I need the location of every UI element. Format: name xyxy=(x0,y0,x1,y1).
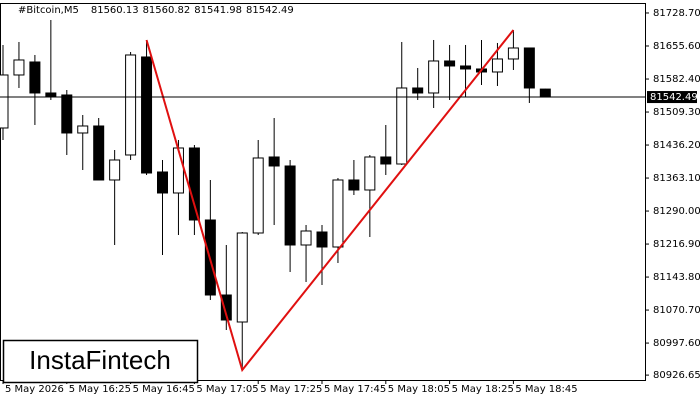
candle-body xyxy=(157,171,168,194)
header-value: 81560.13 xyxy=(91,5,139,16)
plot-frame xyxy=(0,3,646,381)
y-tick-label: 81436.20 xyxy=(653,140,700,151)
candle-body xyxy=(460,65,472,70)
x-tick-label: 5 May 17:05 xyxy=(196,384,258,395)
candle-body xyxy=(316,231,328,248)
header-value: 81560.82 xyxy=(143,5,191,16)
candle-body xyxy=(491,58,503,73)
candle-body xyxy=(109,159,121,181)
candle-body xyxy=(0,74,9,129)
x-tick-label: 5 May 18:45 xyxy=(515,384,577,395)
chart-title: #Bitcoin,M5 xyxy=(18,5,79,16)
header-value: 81542.49 xyxy=(246,5,294,16)
pattern-line xyxy=(145,29,515,373)
candle-body xyxy=(412,87,424,94)
candle-body xyxy=(332,179,344,248)
y-tick-label: 80997.60 xyxy=(653,338,700,349)
candle-body xyxy=(523,47,535,89)
candle-body xyxy=(13,59,25,76)
candle-body xyxy=(77,125,89,134)
x-tick-label: 5 May 17:25 xyxy=(260,384,322,395)
candle-body xyxy=(364,156,376,191)
candle-body xyxy=(93,125,105,181)
y-tick-label: 81728.70 xyxy=(653,8,700,19)
candle-body xyxy=(61,94,73,134)
header-value: 81541.98 xyxy=(194,5,242,16)
y-tick-label: 81070.70 xyxy=(653,305,700,316)
candle-body xyxy=(348,179,360,191)
candle-body xyxy=(268,156,280,167)
candle-body xyxy=(236,232,248,323)
y-tick-label: 81363.10 xyxy=(653,173,700,184)
candle-body xyxy=(300,230,312,246)
candle-body xyxy=(172,147,184,194)
candle-body xyxy=(29,61,41,94)
y-tick-label: 81509.30 xyxy=(653,107,700,118)
header: #Bitcoin,M5 xyxy=(18,5,79,16)
candle-body xyxy=(284,165,296,246)
candle-body xyxy=(428,60,440,94)
candle-body xyxy=(188,147,200,221)
candle-body xyxy=(396,87,408,165)
y-tick-label: 80926.65 xyxy=(653,370,700,381)
price-label-box xyxy=(647,91,697,104)
x-tick-label: 5 May 18:05 xyxy=(388,384,450,395)
x-tick-label: 5 May 17:45 xyxy=(324,384,386,395)
candle-body xyxy=(380,156,392,165)
candle-body xyxy=(252,157,264,234)
candle-body xyxy=(125,54,137,156)
y-tick-label: 81290.00 xyxy=(653,206,700,217)
candle-body xyxy=(141,56,153,174)
y-tick-label: 81582.40 xyxy=(653,74,700,85)
y-tick-label: 81655.60 xyxy=(653,41,700,52)
x-tick-label: 5 May 16:45 xyxy=(133,384,195,395)
logo-box xyxy=(2,339,199,384)
candle-body xyxy=(45,92,57,98)
y-tick-label: 81216.90 xyxy=(653,239,700,250)
logo-text: InstaFintech xyxy=(29,345,171,375)
price-label: 81542.49 xyxy=(650,92,698,103)
y-tick-label: 81143.80 xyxy=(653,272,700,283)
candle-body xyxy=(444,60,456,67)
candle-body xyxy=(539,88,551,98)
candle-body xyxy=(507,47,519,60)
x-tick-label: 5 May 2026 xyxy=(5,384,64,395)
candle-body xyxy=(220,294,232,321)
x-tick-label: 5 May 16:25 xyxy=(69,384,131,395)
x-tick-label: 5 May 18:25 xyxy=(452,384,514,395)
